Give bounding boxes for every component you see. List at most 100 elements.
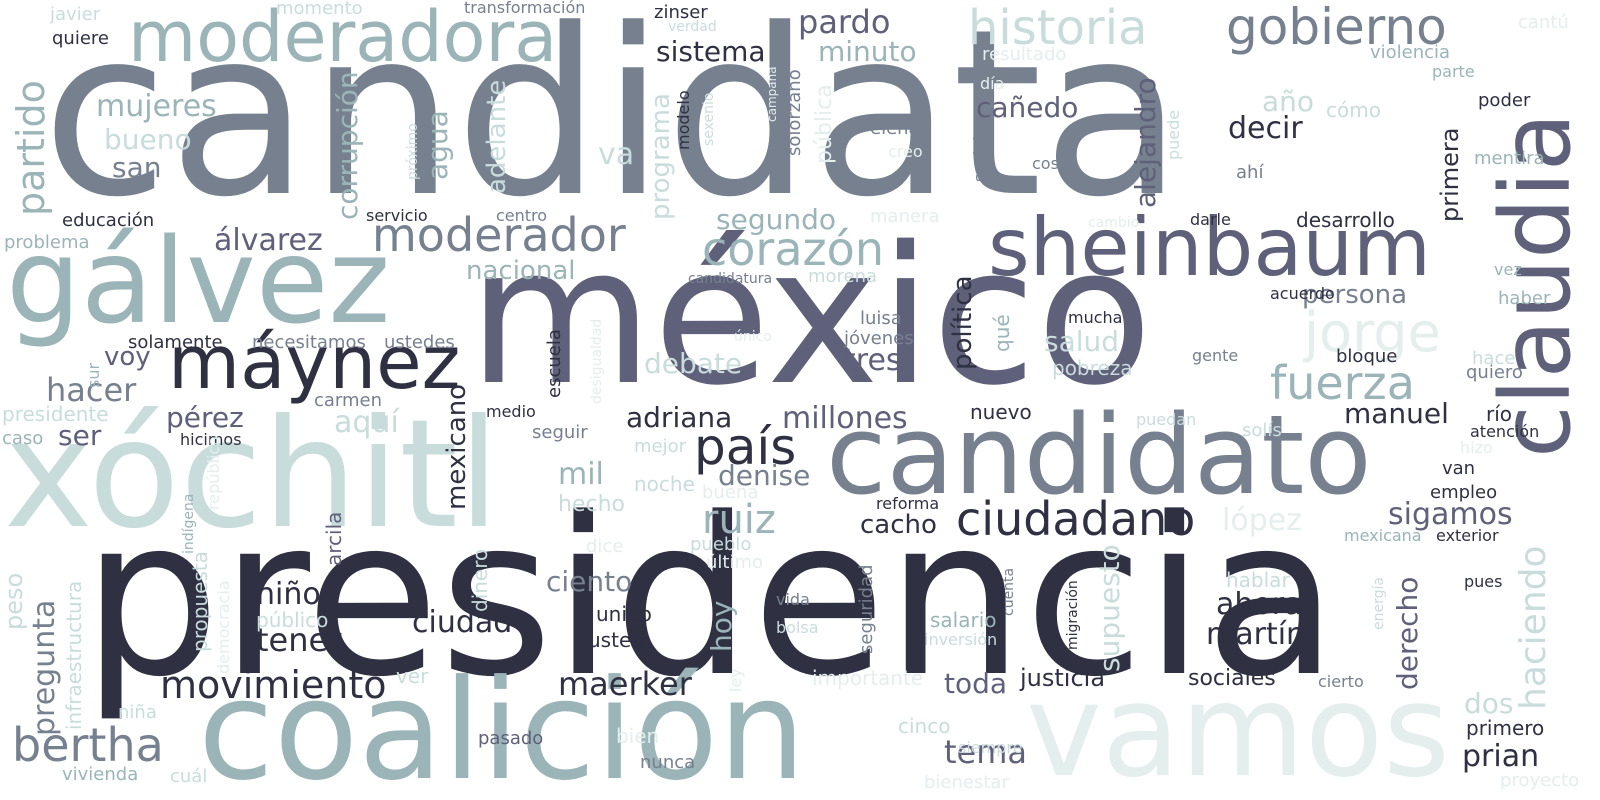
word-como: cómo [1326, 98, 1381, 122]
word-unido: unido [596, 602, 652, 626]
word-sistema: sistema [656, 35, 766, 68]
word-poder: poder [1478, 90, 1531, 111]
word-buena: buena [702, 482, 759, 503]
word-sur: sur [84, 362, 103, 388]
word-ahora: ahora [1216, 587, 1303, 622]
word-luisa: luisa [860, 308, 902, 329]
word-martin: martín [1206, 617, 1306, 652]
word-dice: dice [586, 536, 624, 557]
word-proximo: próximo [405, 123, 421, 180]
word-ruiz: ruiz [702, 497, 776, 543]
word-canedo: cañedo [976, 91, 1079, 124]
word-verdad: verdad [668, 19, 717, 35]
word-mucha: mucha [1068, 308, 1123, 327]
word-candidatura: candidatura [688, 271, 773, 287]
word-hizo: hizo [1460, 438, 1493, 457]
word-pardo: pardo [798, 3, 891, 41]
word-alejandro: alejandro [1129, 77, 1162, 208]
word-maerker: maerker [558, 665, 692, 703]
word-tema: tema [944, 733, 1028, 771]
word-pueblo: pueblo [690, 534, 752, 555]
word-quiere: quiere [52, 28, 109, 49]
word-campana: campaña [765, 66, 779, 122]
word-salud: salud [1044, 325, 1120, 358]
word-publico: público [256, 608, 329, 632]
word-hoy: hoy [705, 600, 738, 652]
word-sigamos: sigamos [1388, 497, 1513, 532]
word-publica: pública [812, 84, 837, 164]
word-vida: vida [776, 590, 810, 609]
word-corrupcion: corrupción [331, 71, 364, 220]
word-acuerdo: acuerdo [1270, 284, 1335, 303]
word-propuesta: propuesta [188, 551, 212, 652]
word-arcila: arcila [322, 511, 346, 566]
word-jovenes: jóvenes [844, 328, 914, 349]
word-medio: medio [486, 402, 536, 421]
word-social: social [970, 136, 989, 182]
word-hablar: hablar [1226, 568, 1290, 592]
word-puede: puede [1164, 109, 1183, 160]
word-voy: voy [104, 342, 151, 372]
word-justicia: justicia [1020, 664, 1106, 692]
word-infraestructura: infraestructura [62, 580, 86, 730]
word-dinero: dinero [468, 548, 492, 612]
word-aqui: aquí [334, 405, 399, 440]
word-ver: ver [396, 664, 429, 688]
word-seguir: seguir [532, 422, 588, 443]
word-hace: hace [1472, 348, 1516, 369]
word-seguridad: seguridad [856, 564, 877, 654]
word-haber: haber [1498, 288, 1551, 309]
word-persona: persona [1302, 280, 1408, 310]
word-indigena: indígena [181, 493, 197, 555]
word-gente: gente [1192, 346, 1239, 365]
word-movimiento: movimiento [160, 663, 387, 707]
word-importante: importante [812, 666, 924, 690]
word-pregunta: pregunta [27, 599, 62, 736]
word-toda: toda [944, 667, 1008, 700]
word-dia: día [980, 74, 1005, 93]
word-unico: único [734, 329, 772, 345]
word-republica: república [204, 435, 223, 510]
word-cantu: cantú [1518, 12, 1569, 33]
word-cierto: cierto [1318, 672, 1364, 691]
word-educacion: educación [62, 210, 155, 231]
word-puedan: puedan [1136, 410, 1197, 429]
word-resultado: resultado [982, 44, 1067, 65]
word-darle: darle [1190, 210, 1231, 229]
word-candidata: candidata [42, 0, 1184, 248]
word-desarrollo: desarrollo [1296, 208, 1395, 232]
word-primera: primera [1436, 127, 1464, 223]
word-pasado: pasado [478, 728, 544, 749]
word-cuenta: cuenta [1001, 567, 1017, 616]
word-agua: agua [421, 110, 454, 180]
word-dos: dos [1464, 687, 1514, 720]
word-perez: pérez [166, 401, 244, 434]
word-zinser: zinser [654, 2, 708, 23]
word-partido: partido [9, 80, 53, 216]
word-cacho: cacho [860, 510, 937, 540]
word-parte: parte [1432, 62, 1475, 81]
word-nuevo: nuevo [970, 400, 1032, 424]
word-mexicano: mexicano [442, 383, 472, 510]
word-mejor: mejor [634, 436, 687, 457]
word-nina: niña [118, 702, 157, 723]
word-exterior: exterior [1436, 526, 1499, 545]
word-fuerza: fuerza [1270, 356, 1415, 410]
word-ser: ser [58, 419, 102, 452]
word-ley: ley [726, 668, 745, 692]
word-siempre: siempre [958, 738, 1023, 757]
word-ustedes: ustedes [384, 332, 455, 353]
word-candidato: candidato [826, 391, 1372, 519]
word-ultimo: último [706, 552, 764, 573]
word-galvez: gálvez [6, 212, 391, 350]
word-cinco: cinco [898, 714, 951, 738]
word-necesitamos: necesitamos [252, 332, 366, 353]
word-manera: manera [870, 206, 940, 227]
word-cambio: cambio [1088, 215, 1140, 231]
word-solorzano: solórzano [784, 69, 805, 156]
word-bueno: bueno [104, 123, 192, 156]
word-hicimos: hicimos [180, 430, 242, 449]
word-desigualdad: desigualdad [589, 318, 605, 404]
word-proyecto: proyecto [1500, 770, 1580, 791]
word-empleo: empleo [1430, 482, 1498, 503]
